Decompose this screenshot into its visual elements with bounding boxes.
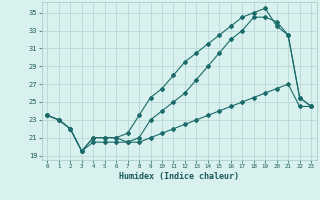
X-axis label: Humidex (Indice chaleur): Humidex (Indice chaleur) bbox=[119, 172, 239, 181]
